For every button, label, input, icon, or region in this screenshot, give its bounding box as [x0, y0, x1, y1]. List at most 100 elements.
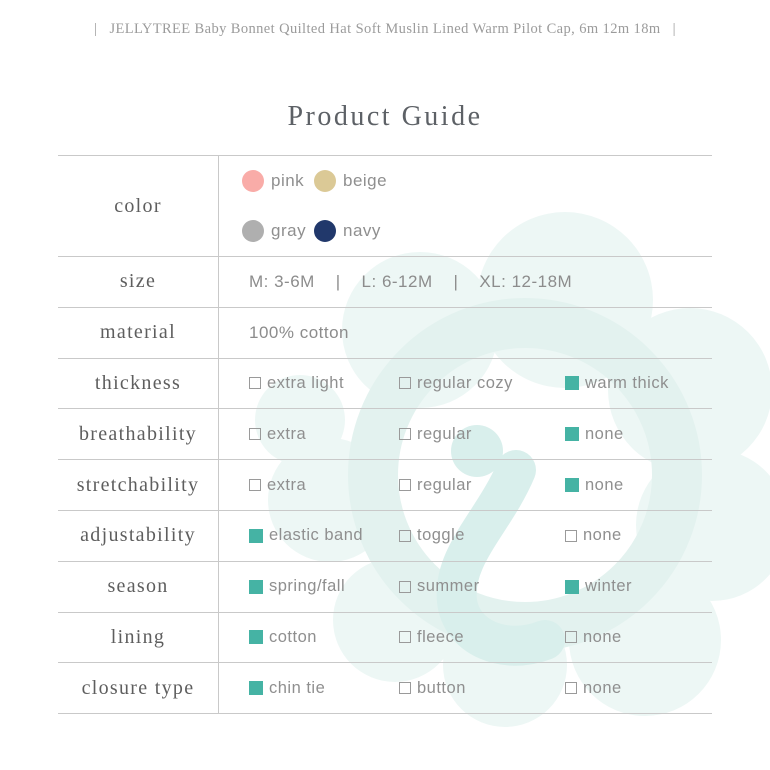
checkbox-checked-icon	[565, 478, 579, 493]
row-label-color: color	[58, 156, 219, 256]
option-label: none	[583, 678, 622, 697]
swatch-line-1: pink beige	[219, 156, 712, 206]
breathability-options-cell: extra regular none	[219, 409, 712, 459]
checkbox-unchecked-icon	[565, 631, 577, 644]
row-label-thickness: thickness	[58, 358, 219, 409]
table-row-lining: lining cotton fleece none	[58, 612, 712, 664]
product-spec-table: color pink beige gray navy size M: 3-6M | L: 6…	[58, 155, 712, 715]
checkbox-checked-icon	[249, 630, 263, 645]
checkbox-checked-icon	[565, 376, 579, 391]
page-title: Product Guide	[287, 101, 483, 132]
option-toggle: toggle	[399, 526, 565, 545]
adjustability-options-cell: elastic band toggle none	[219, 511, 712, 561]
swatch-label: beige	[343, 171, 388, 190]
option-regular: regular	[399, 425, 565, 444]
option-none: none	[565, 476, 712, 495]
option-label: regular	[417, 475, 472, 494]
option-extra: extra	[249, 425, 399, 444]
option-summer: summer	[399, 577, 565, 596]
beige-color-dot-icon	[314, 170, 336, 192]
row-label-size: size	[58, 257, 219, 307]
option-label: extra light	[267, 373, 345, 392]
row-label-breathability: breathability	[58, 409, 219, 460]
option-elastic-band: elastic band	[249, 526, 399, 545]
breathability-options: extra regular none	[219, 425, 712, 444]
option-regular: regular	[399, 476, 565, 495]
table-row-material: material 100% cotton	[58, 307, 712, 359]
swatch-label: gray	[271, 221, 307, 240]
listing-title: | JELLYTREE Baby Bonnet Quilted Hat Soft…	[94, 21, 676, 37]
checkbox-unchecked-icon	[399, 631, 411, 644]
table-row-closure-type: closure type chin tie button none	[58, 663, 712, 715]
size-value: M: 3-6M | L: 6-12M | XL: 12-18M	[249, 271, 573, 291]
option-fleece: fleece	[399, 628, 565, 647]
lining-options-cell: cotton fleece none	[219, 613, 712, 663]
material-value: 100% cotton	[249, 322, 350, 342]
thickness-options-cell: extra light regular cozy warm thick	[219, 359, 712, 409]
checkbox-checked-icon	[249, 681, 263, 696]
table-row-season: season spring/fall summer winter	[58, 561, 712, 613]
checkbox-checked-icon	[565, 579, 579, 594]
closure-type-options-cell: chin tie button none	[219, 663, 712, 713]
option-none: none	[565, 526, 712, 545]
checkbox-checked-icon	[249, 528, 263, 543]
row-label-season: season	[58, 561, 219, 612]
checkbox-unchecked-icon	[399, 682, 411, 695]
option-label: toggle	[417, 526, 465, 545]
option-label: regular cozy	[417, 373, 513, 392]
option-label: fleece	[417, 627, 465, 646]
season-options-cell: spring/fall summer winter	[219, 562, 712, 612]
option-cotton: cotton	[249, 628, 399, 647]
thickness-options: extra light regular cozy warm thick	[219, 374, 712, 393]
color-swatch-pink: pink	[242, 170, 314, 192]
season-options: spring/fall summer winter	[219, 577, 712, 596]
option-label: none	[583, 627, 622, 646]
row-label-adjustability: adjustability	[58, 510, 219, 561]
checkbox-unchecked-icon	[399, 377, 411, 390]
stretchability-options: extra regular none	[219, 476, 712, 495]
checkbox-unchecked-icon	[399, 580, 411, 593]
row-label-material: material	[58, 307, 219, 358]
stretchability-options-cell: extra regular none	[219, 460, 712, 510]
closure-type-options: chin tie button none	[219, 679, 712, 698]
j-swoosh	[436, 425, 565, 666]
option-label: elastic band	[269, 526, 364, 545]
checkbox-checked-icon	[565, 427, 579, 442]
option-extra: extra	[249, 476, 399, 495]
adjustability-options: elastic band toggle none	[219, 526, 712, 545]
option-extra-light: extra light	[249, 374, 399, 393]
table-row-breathability: breathability extra regular none	[58, 409, 712, 461]
option-chin-tie: chin tie	[249, 679, 399, 698]
option-label: extra	[267, 424, 307, 443]
table-row-stretchability: stretchability extra regular none	[58, 460, 712, 511]
option-label: chin tie	[269, 678, 326, 697]
checkbox-unchecked-icon	[399, 428, 411, 441]
option-none: none	[565, 425, 712, 444]
option-label: winter	[585, 577, 633, 596]
checkbox-unchecked-icon	[249, 479, 261, 492]
option-spring-fall: spring/fall	[249, 577, 399, 596]
option-warm-thick: warm thick	[565, 374, 712, 393]
swatch-label: pink	[271, 171, 305, 190]
option-label: warm thick	[585, 373, 669, 392]
table-row-adjustability: adjustability elastic band toggle none	[58, 510, 712, 562]
size-value-cell: M: 3-6M | L: 6-12M | XL: 12-18M	[219, 257, 712, 307]
checkbox-unchecked-icon	[399, 479, 411, 492]
option-regular-cozy: regular cozy	[399, 374, 565, 393]
option-label: summer	[417, 577, 480, 596]
option-label: button	[417, 678, 466, 697]
table-row-thickness: thickness extra light regular cozy warm thi…	[58, 358, 712, 410]
table-row-color: color pink beige gray navy	[58, 156, 712, 257]
option-label: cotton	[269, 627, 317, 646]
pink-color-dot-icon	[242, 170, 264, 192]
color-swatch-gray: gray	[242, 220, 314, 242]
row-label-lining: lining	[58, 612, 219, 663]
checkbox-unchecked-icon	[249, 377, 261, 390]
checkbox-checked-icon	[249, 579, 263, 594]
color-swatches: pink beige gray navy	[219, 156, 712, 256]
checkbox-unchecked-icon	[399, 529, 411, 542]
color-swatch-beige: beige	[314, 170, 387, 192]
color-swatch-navy: navy	[314, 220, 386, 242]
